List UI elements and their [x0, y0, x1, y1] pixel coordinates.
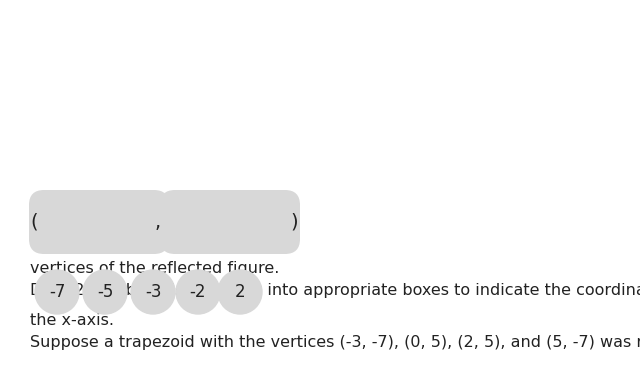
Text: -3: -3 [145, 283, 161, 301]
Circle shape [131, 270, 175, 314]
Text: -5: -5 [97, 283, 113, 301]
Text: ,: , [155, 212, 161, 231]
Text: Drag 2 numbers listed below into appropriate boxes to indicate the coordinates o: Drag 2 numbers listed below into appropr… [30, 283, 640, 298]
Circle shape [176, 270, 220, 314]
Text: -7: -7 [49, 283, 65, 301]
Text: Suppose a trapezoid with the vertices (-3, -7), (0, 5), (2, 5), and (5, -7) was : Suppose a trapezoid with the vertices (-… [30, 335, 640, 350]
FancyBboxPatch shape [160, 190, 300, 254]
Text: vertices of the reflected figure.: vertices of the reflected figure. [30, 261, 280, 276]
Text: the x-axis.: the x-axis. [30, 313, 114, 328]
Text: -2: -2 [189, 283, 206, 301]
Text: (: ( [30, 212, 38, 231]
Text: 2: 2 [235, 283, 245, 301]
Circle shape [35, 270, 79, 314]
Circle shape [83, 270, 127, 314]
Circle shape [218, 270, 262, 314]
FancyBboxPatch shape [29, 190, 169, 254]
Text: ): ) [290, 212, 298, 231]
